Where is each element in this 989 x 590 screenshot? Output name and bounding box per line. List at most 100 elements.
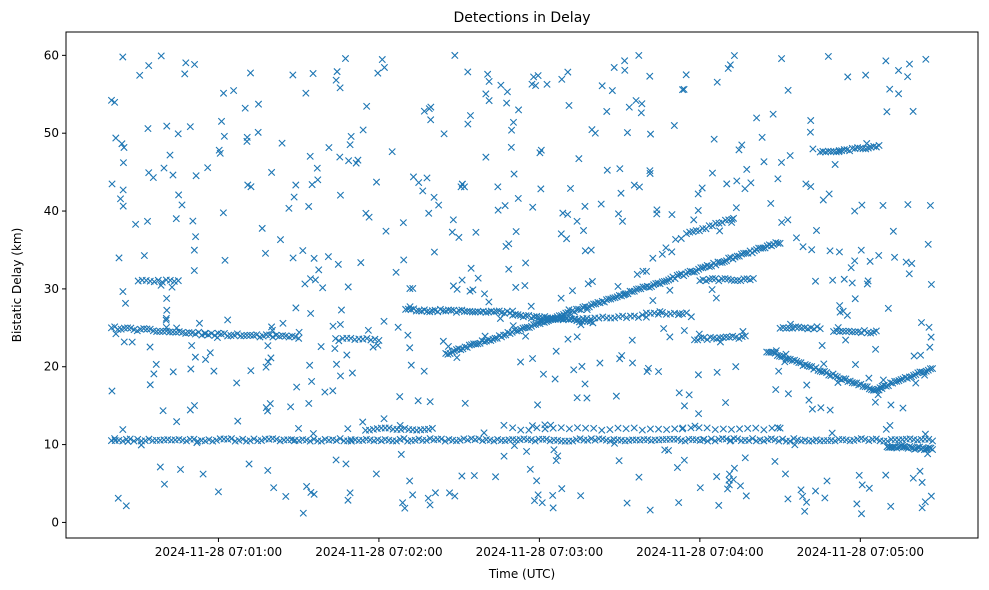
data-point [290, 437, 298, 445]
data-point [289, 71, 297, 79]
data-point [904, 200, 912, 209]
data-point [573, 333, 581, 341]
data-point [672, 235, 680, 244]
data-point [673, 271, 681, 279]
data-point [306, 437, 314, 445]
data-point [336, 320, 344, 329]
data-point [530, 73, 538, 81]
data-point [791, 441, 799, 449]
data-point [710, 135, 718, 143]
data-point [334, 260, 342, 268]
data-point [694, 336, 702, 344]
data-point [332, 360, 341, 368]
data-point [346, 489, 354, 497]
data-point [718, 218, 726, 227]
data-point [598, 426, 606, 434]
data-point [851, 328, 859, 336]
data-point [510, 170, 518, 178]
data-point [444, 306, 453, 314]
y-tick-label: 20 [44, 360, 59, 374]
data-point [733, 435, 742, 443]
data-point [703, 424, 711, 432]
data-point [926, 365, 935, 373]
data-point [711, 437, 719, 445]
data-point [419, 187, 427, 195]
data-point [777, 158, 786, 167]
data-point [445, 489, 454, 497]
data-point [883, 108, 891, 116]
data-points [107, 51, 937, 518]
data-point [348, 369, 356, 377]
data-point [608, 87, 616, 95]
data-point [642, 267, 651, 276]
data-point [850, 379, 859, 387]
data-point [175, 191, 183, 199]
data-point [426, 398, 434, 406]
data-point [733, 177, 741, 185]
data-point [217, 117, 226, 125]
data-point [690, 336, 699, 344]
data-point [732, 363, 740, 371]
data-point [784, 86, 792, 94]
data-point [606, 425, 614, 434]
data-point [828, 429, 836, 437]
data-point [134, 435, 142, 443]
data-point [871, 345, 880, 353]
data-point [347, 132, 355, 141]
data-point [190, 266, 198, 275]
data-point [364, 326, 372, 334]
data-point [713, 78, 721, 86]
data-point [555, 314, 563, 323]
data-point [703, 335, 711, 344]
data-point [772, 347, 780, 355]
data-point [253, 331, 261, 339]
data-point [305, 399, 313, 407]
data-point [831, 160, 839, 169]
data-point [302, 89, 310, 97]
data-point [213, 333, 221, 342]
data-point [767, 348, 775, 356]
data-point [517, 325, 525, 333]
data-point [570, 366, 578, 374]
data-point [777, 55, 786, 63]
data-point [557, 294, 565, 302]
data-point [575, 155, 583, 163]
data-point [539, 370, 548, 378]
data-point [603, 166, 611, 174]
data-point [346, 141, 354, 149]
data-point [808, 405, 817, 413]
data-point [282, 492, 290, 500]
data-point [431, 489, 440, 497]
data-point [174, 277, 182, 285]
data-point [801, 507, 809, 515]
data-point [270, 484, 278, 492]
data-point [514, 194, 522, 203]
data-point [673, 463, 682, 472]
data-point [886, 85, 894, 93]
data-point [760, 158, 768, 166]
data-point [266, 331, 274, 339]
data-point [578, 362, 586, 370]
data-point [855, 381, 863, 389]
data-point [616, 355, 624, 363]
data-point [537, 146, 545, 154]
data-point [695, 227, 704, 235]
data-point [186, 406, 194, 414]
data-point [172, 215, 180, 223]
data-point [409, 284, 417, 292]
data-point [671, 425, 679, 433]
data-point [566, 184, 575, 193]
data-point [872, 327, 880, 335]
data-point [224, 316, 232, 324]
data-point [628, 359, 637, 367]
data-point [332, 456, 340, 464]
data-point [741, 332, 749, 340]
y-axis-label: Bistatic Delay (km) [10, 228, 24, 343]
data-point [108, 387, 116, 395]
data-point [835, 248, 844, 256]
data-point [926, 201, 935, 210]
data-point [564, 335, 572, 343]
data-point [583, 305, 591, 314]
data-point [691, 422, 699, 430]
data-point [528, 354, 537, 363]
